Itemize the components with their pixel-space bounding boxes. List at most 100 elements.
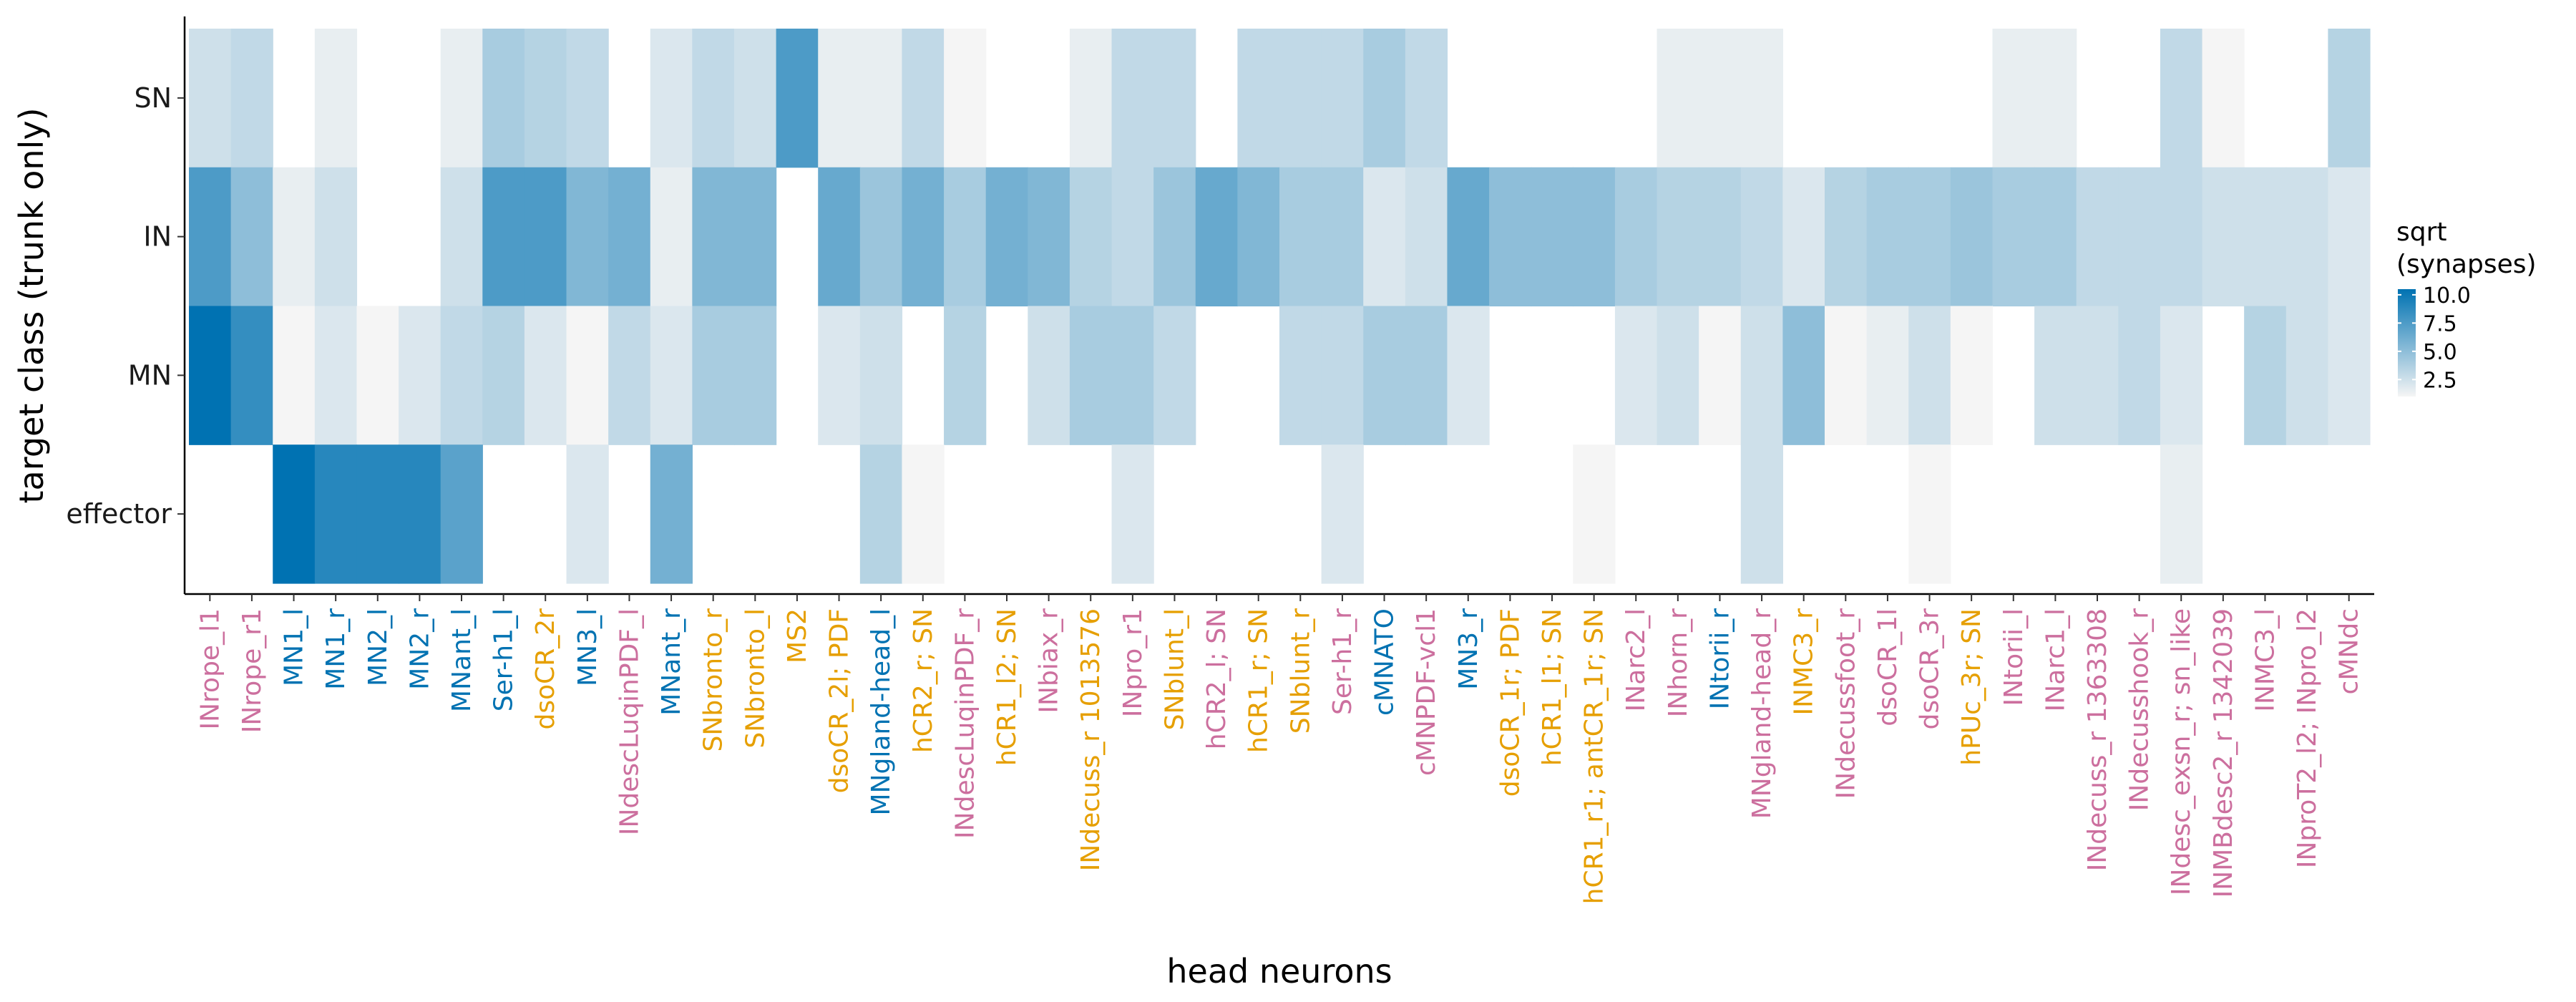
x-tick-label: dsoCR_2l; PDF — [825, 608, 854, 793]
legend-tick-label: 2.5 — [2423, 368, 2457, 393]
heatmap-cell — [1111, 306, 1154, 445]
x-tick-label: SNblunt_r — [1286, 608, 1315, 734]
heatmap-cell — [356, 306, 399, 445]
x-tick-label: INrope_l1 — [195, 608, 225, 730]
y-tick-label: MN — [128, 359, 172, 391]
x-tick-label: MNgland-head_r — [1747, 608, 1777, 819]
x-tick-label: hCR1_r1; antCR_1r; SN — [1580, 608, 1609, 904]
heatmap-cell — [650, 29, 693, 168]
heatmap-cell — [1825, 167, 1868, 307]
x-tick-label: hCR1_l2; SN — [992, 608, 1022, 766]
heatmap-cell — [1614, 167, 1658, 307]
heatmap-cell — [776, 29, 819, 168]
x-tick-label: INdecuss_r 1013576 — [1076, 608, 1106, 871]
x-tick-label: INdecusshook_r — [2125, 608, 2155, 811]
x-tick-label: dsoCR_1r; PDF — [1496, 608, 1525, 797]
x-tick-label: INtorii_r — [1705, 608, 1735, 709]
heatmap-cell — [1740, 444, 1783, 584]
x-tick-label: hCR2_r; SN — [909, 608, 938, 753]
heatmap-cell — [1111, 444, 1154, 584]
heatmap-cell — [902, 167, 945, 307]
heatmap-cell — [734, 29, 777, 168]
heatmap-cell — [1657, 29, 1699, 168]
heatmap-cell — [818, 29, 861, 168]
x-tick-label: dsoCR_3r — [1916, 608, 1945, 730]
x-tick-label: INhorn_r — [1664, 608, 1693, 717]
heatmap-cell — [1908, 444, 1951, 584]
heatmap-cell — [2328, 306, 2371, 445]
heatmap-cell — [2034, 167, 2077, 307]
heatmap-cell — [314, 444, 358, 584]
heatmap-cell — [859, 29, 903, 168]
heatmap-cell — [566, 444, 609, 584]
heatmap-cell — [524, 306, 567, 445]
heatmap-cell — [692, 29, 735, 168]
x-tick-label: INbiax_r — [1035, 608, 1064, 714]
legend-tick-label: 7.5 — [2423, 311, 2457, 336]
heatmap-cell — [2118, 167, 2161, 307]
x-tick-label: INdescLuqinPDF_r — [950, 608, 980, 839]
axes — [183, 16, 2374, 595]
heatmap-cell — [230, 167, 273, 307]
heatmap-cell — [1111, 167, 1154, 307]
heatmap-cell — [440, 167, 483, 307]
legend-tick-label: 10.0 — [2423, 283, 2471, 308]
heatmap-cell — [1363, 306, 1406, 445]
heatmap-cell — [1195, 167, 1238, 307]
heatmap-cell — [524, 29, 567, 168]
heatmap-cell — [566, 29, 609, 168]
x-tick-label: MNant_l — [447, 608, 477, 712]
heatmap-cell — [189, 29, 232, 168]
heatmap-cell — [440, 29, 483, 168]
heatmap-cell — [1363, 167, 1406, 307]
heatmap-cell — [2285, 306, 2328, 445]
heatmap-cell — [692, 167, 735, 307]
heatmap-cell — [1111, 29, 1154, 168]
x-tick-label: INtorii_l — [1999, 608, 2029, 706]
heatmap-cell — [2285, 167, 2328, 307]
x-axis-title: head neurons — [1166, 952, 1392, 991]
heatmap-cell — [2160, 306, 2203, 445]
x-tick-label: Ser-h1_r — [1328, 608, 1357, 715]
x-tick-label: MNant_r — [657, 608, 686, 716]
x-tick-label: SNbronto_r — [699, 608, 728, 752]
legend-title-line-1: sqrt — [2396, 218, 2447, 247]
x-tick-label: hCR1_r; SN — [1244, 608, 1274, 753]
x-tick-label: INMBdesc2_r 1342039 — [2209, 608, 2238, 898]
heatmap-cell — [1950, 167, 1994, 307]
heatmap-cell — [902, 444, 945, 584]
heatmap-cell — [1279, 167, 1322, 307]
heatmap-cell — [650, 167, 693, 307]
heatmap-cell — [1699, 167, 1742, 307]
heatmap-cell — [1489, 167, 1532, 307]
heatmap-cell — [944, 29, 987, 168]
heatmap-cell — [1866, 306, 1909, 445]
heatmap-cell — [692, 306, 735, 445]
heatmap-cell — [2202, 29, 2245, 168]
heatmap-cell — [1699, 29, 1742, 168]
heatmap-cell — [189, 167, 232, 307]
heatmap-cell — [1279, 306, 1322, 445]
x-tick-label: cMNPDF-vcl1 — [1412, 608, 1441, 776]
heatmap-cell — [314, 167, 358, 307]
heatmap-cell — [230, 306, 273, 445]
heatmap-cell — [566, 306, 609, 445]
heatmap-cell — [1992, 167, 2035, 307]
x-tick-label: MS2 — [783, 608, 812, 663]
y-tick-label: SN — [134, 82, 172, 114]
heatmap-cell — [1573, 167, 1616, 307]
heatmap-cell — [440, 444, 483, 584]
heatmap-cell — [2034, 29, 2077, 168]
heatmap-cell — [1657, 306, 1699, 445]
heatmap-cell — [608, 167, 651, 307]
x-tick-label: dsoCR_2r — [531, 608, 560, 730]
x-tick-label: cMNdc — [2335, 608, 2364, 694]
x-tick-label: SNbronto_l — [741, 608, 770, 749]
heatmap-cell — [314, 306, 358, 445]
x-tick-label: hCR1_l1; SN — [1538, 608, 1567, 766]
heatmap-cells — [189, 29, 2371, 584]
heatmap-cell — [2034, 306, 2077, 445]
heatmap-cell — [2160, 444, 2203, 584]
heatmap-cell — [1699, 306, 1742, 445]
